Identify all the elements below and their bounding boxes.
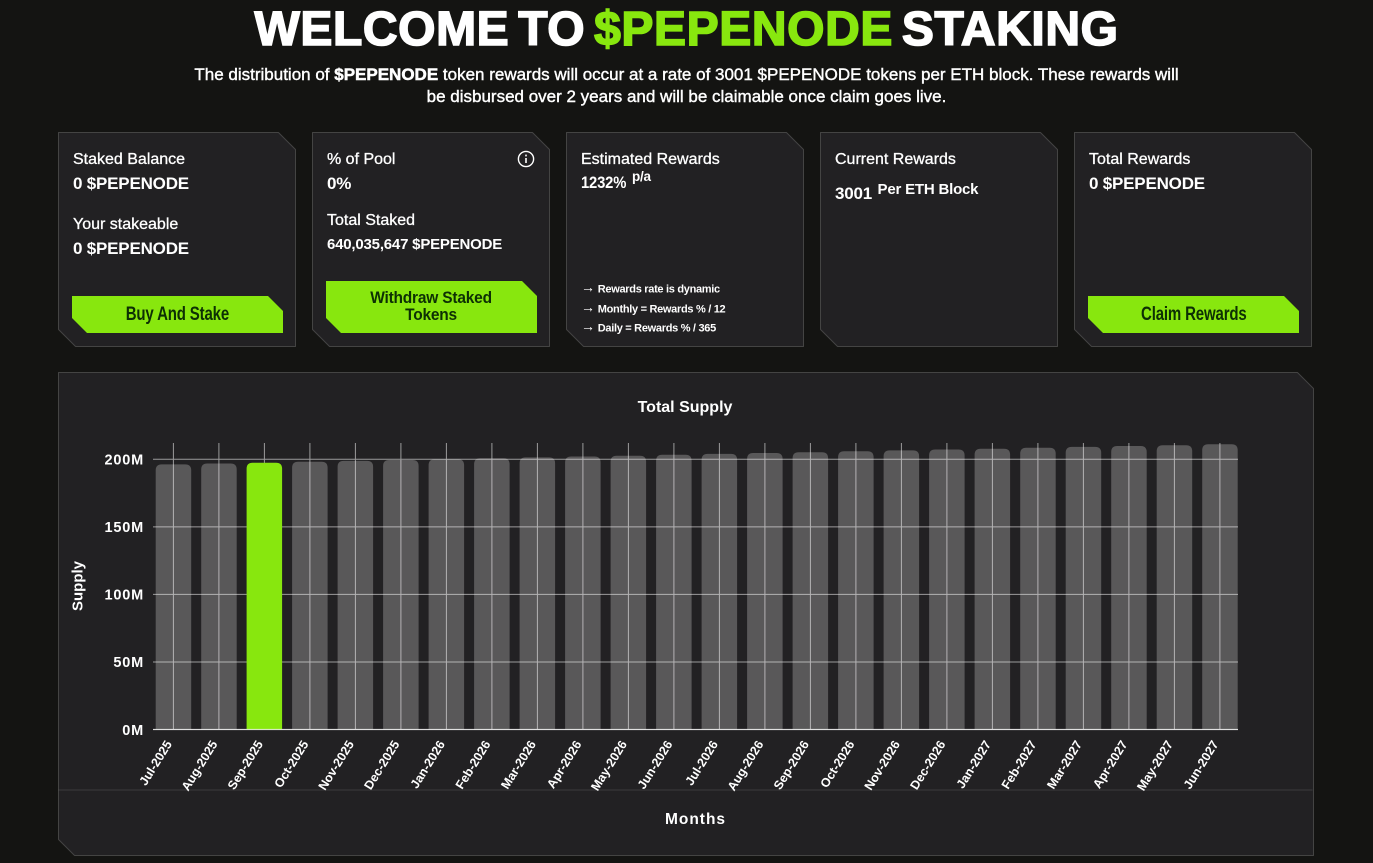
svg-text:May-2027: May-2027 [1134, 738, 1176, 793]
svg-text:Months: Months [665, 811, 726, 828]
svg-text:Nov-2026: Nov-2026 [862, 738, 903, 793]
svg-text:Oct-2025: Oct-2025 [272, 738, 312, 790]
svg-text:Mar-2027: Mar-2027 [1044, 738, 1085, 791]
svg-text:Jun-2027: Jun-2027 [1181, 738, 1222, 791]
svg-text:Sep-2025: Sep-2025 [225, 738, 266, 792]
svg-text:50M: 50M [113, 655, 144, 671]
svg-text:Dec-2026: Dec-2026 [907, 738, 948, 792]
svg-text:Oct-2026: Oct-2026 [818, 738, 858, 790]
svg-text:Jul-2025: Jul-2025 [137, 738, 175, 788]
svg-text:Jan-2027: Jan-2027 [954, 738, 994, 791]
svg-text:Supply: Supply [70, 560, 87, 611]
svg-text:Feb-2027: Feb-2027 [999, 738, 1040, 791]
svg-text:Dec-2025: Dec-2025 [361, 738, 402, 792]
svg-text:0M: 0M [122, 723, 144, 739]
svg-text:Jul-2026: Jul-2026 [683, 738, 721, 788]
svg-text:May-2026: May-2026 [588, 738, 630, 793]
svg-text:150M: 150M [105, 520, 144, 536]
svg-text:100M: 100M [105, 588, 144, 604]
svg-text:Nov-2025: Nov-2025 [316, 738, 357, 793]
svg-text:Aug-2026: Aug-2026 [725, 738, 767, 793]
svg-text:Jun-2026: Jun-2026 [635, 738, 676, 791]
svg-text:Aug-2025: Aug-2025 [179, 738, 221, 793]
svg-text:Total Supply: Total Supply [638, 399, 733, 416]
svg-text:Apr-2027: Apr-2027 [1090, 738, 1130, 791]
svg-text:Apr-2026: Apr-2026 [544, 738, 584, 791]
svg-text:Mar-2026: Mar-2026 [498, 738, 539, 791]
svg-text:Sep-2026: Sep-2026 [771, 738, 812, 792]
svg-text:Feb-2026: Feb-2026 [453, 738, 494, 791]
svg-text:200M: 200M [105, 453, 144, 469]
svg-text:Jan-2026: Jan-2026 [408, 738, 448, 791]
